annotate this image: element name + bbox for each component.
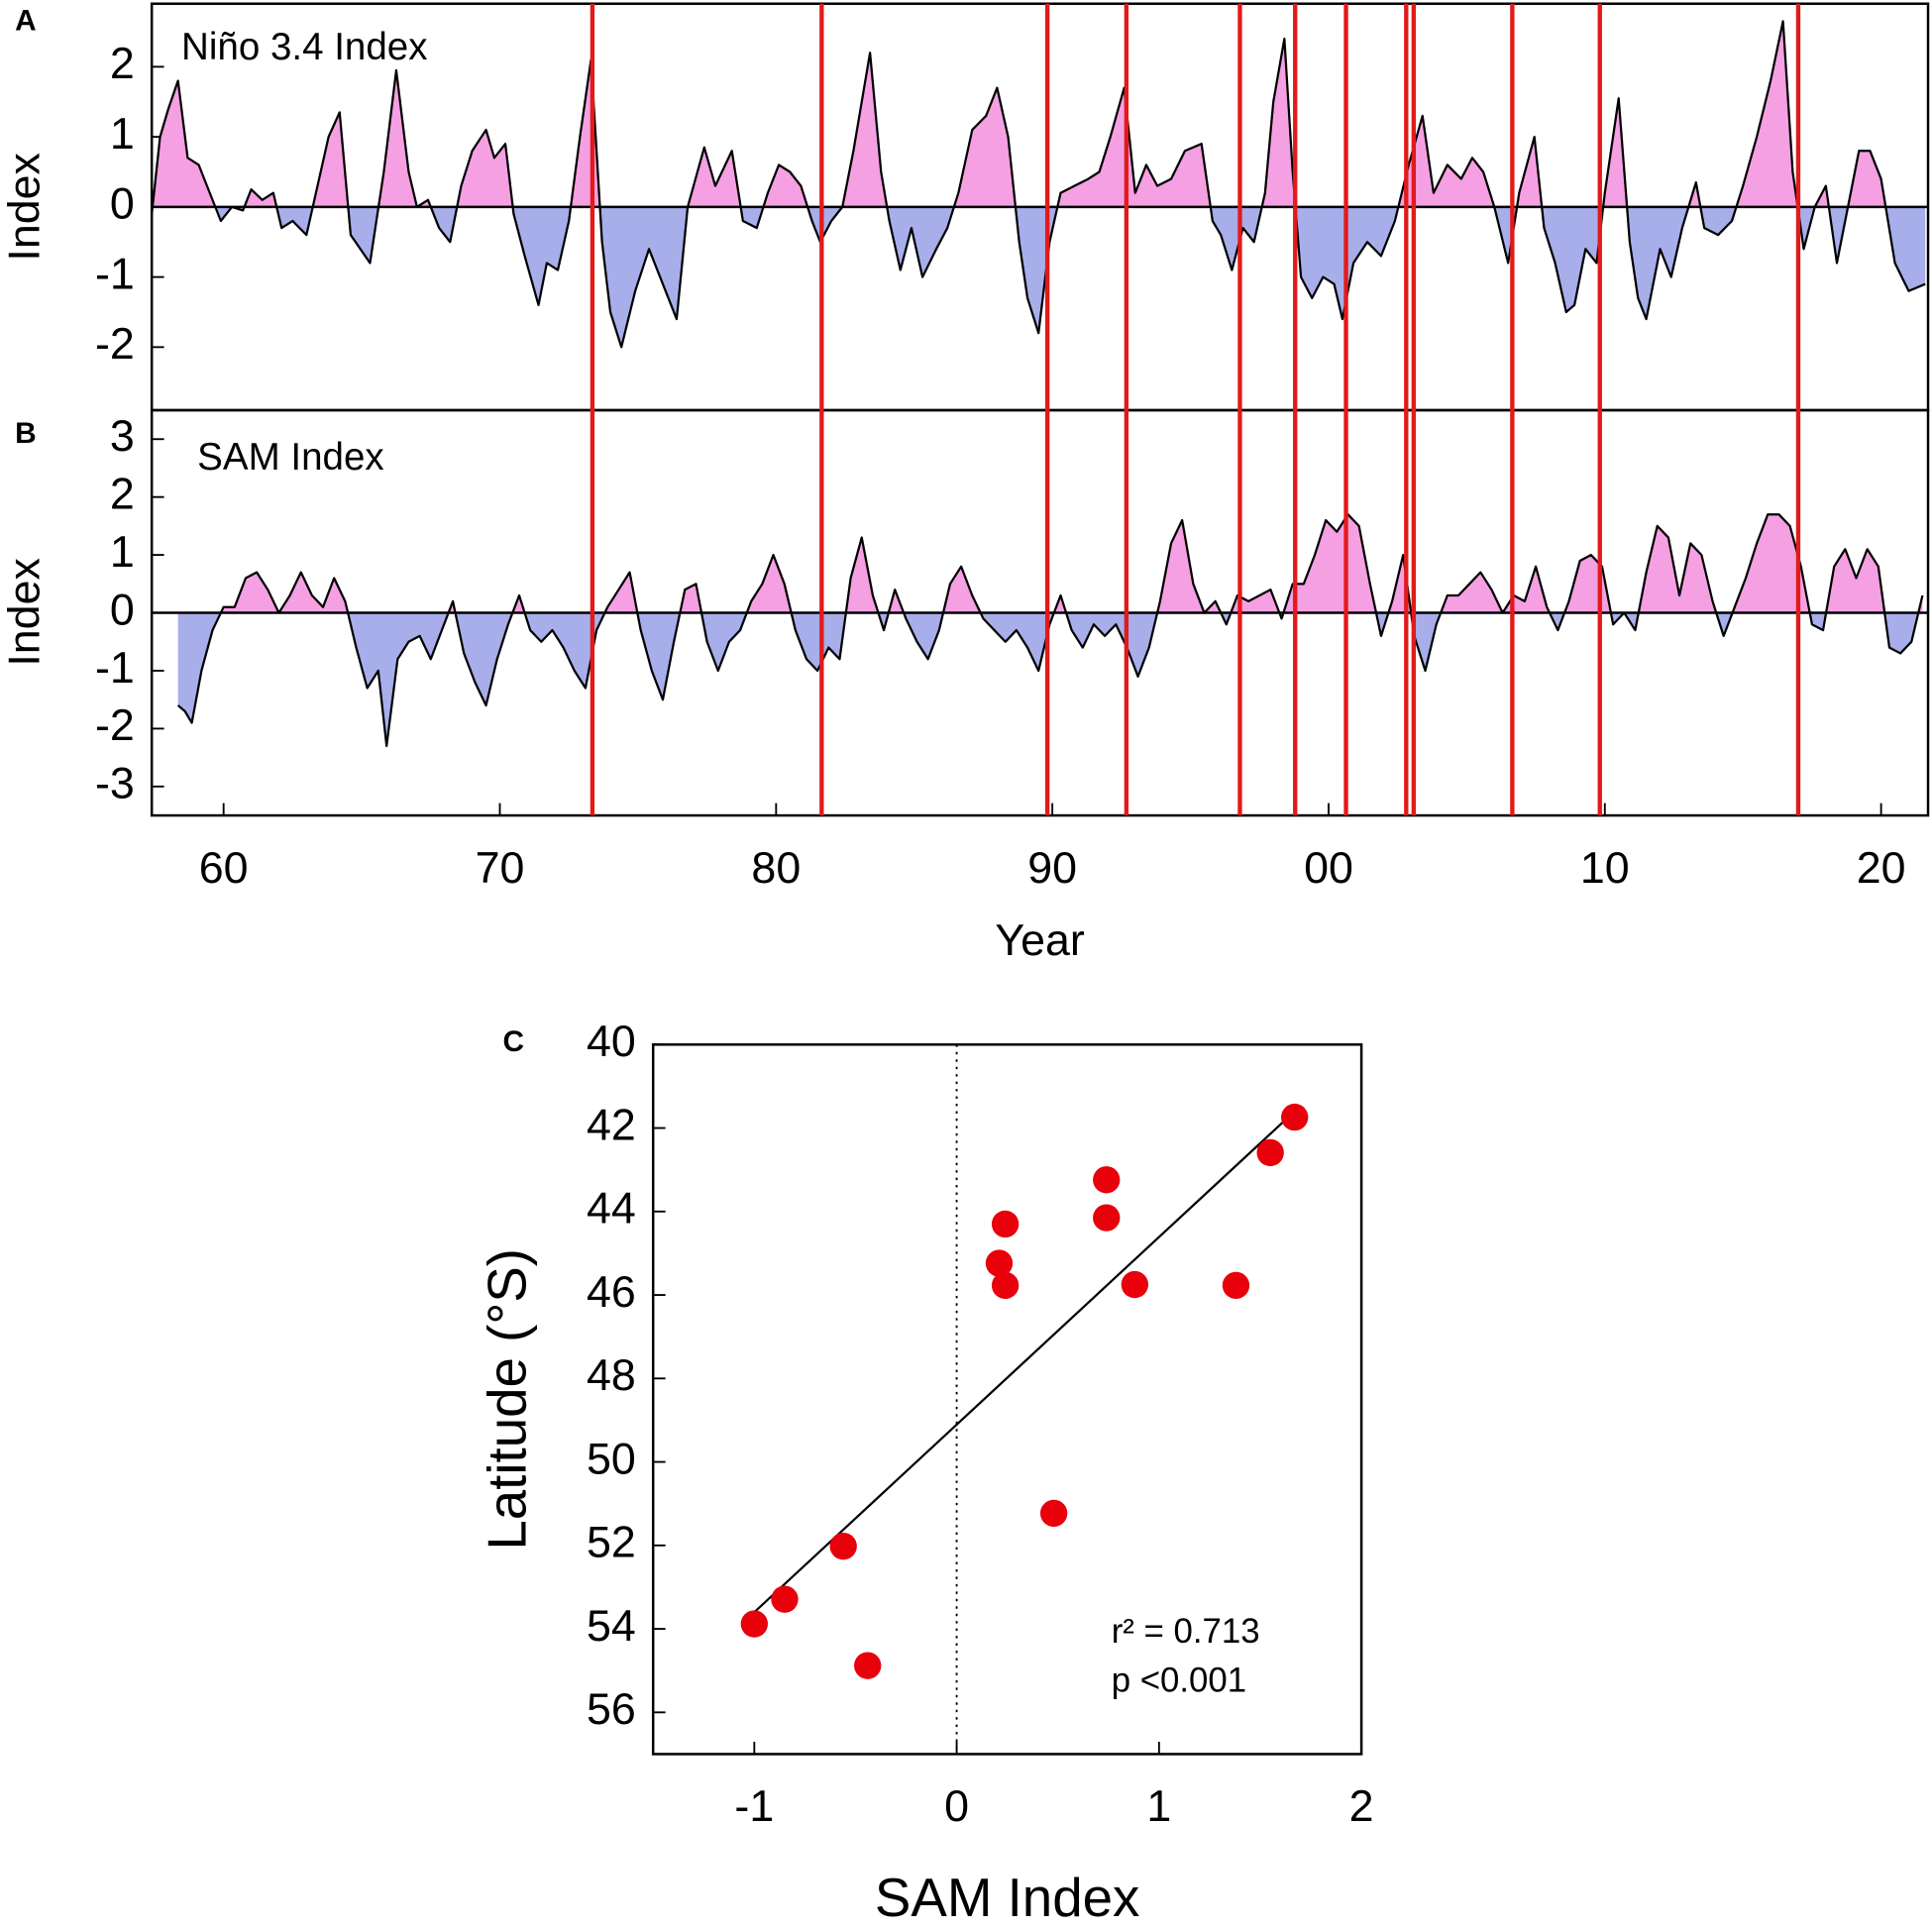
- data-point: [1281, 1103, 1309, 1131]
- y-tick-label: -2: [95, 700, 135, 750]
- data-point: [991, 1210, 1020, 1238]
- y-tick-label: 1: [110, 527, 135, 577]
- data-point: [1222, 1271, 1250, 1300]
- x-tick-label: 00: [1304, 843, 1353, 893]
- x-tick-label: 80: [751, 843, 801, 893]
- data-point: [985, 1249, 1014, 1277]
- y-tick-label: 52: [587, 1518, 636, 1567]
- y-tick-label: 0: [110, 179, 135, 229]
- x-tick-label: 70: [476, 843, 525, 893]
- data-point: [854, 1652, 882, 1679]
- x-axis-label: Year: [995, 915, 1085, 965]
- annotation: r² = 0.713: [1112, 1612, 1260, 1651]
- positive-area: [152, 21, 1926, 207]
- y-tick-label: 1: [110, 109, 135, 159]
- x-tick-label: 0: [944, 1781, 969, 1831]
- panel-label: B: [15, 417, 37, 450]
- panel-title: Niño 3.4 Index: [181, 26, 427, 68]
- y-tick-label: -1: [95, 643, 135, 693]
- negative-area: [152, 206, 1926, 348]
- annotation: p <0.001: [1112, 1661, 1246, 1700]
- index-line: [151, 20, 1926, 349]
- y-tick-label: -1: [95, 249, 135, 298]
- y-tick-label: 0: [110, 585, 135, 634]
- panel-title: SAM Index: [197, 436, 383, 479]
- data-point: [829, 1532, 857, 1560]
- y-tick-label: 42: [587, 1100, 636, 1149]
- y-tick-label: 2: [110, 469, 135, 518]
- x-tick-label: -1: [734, 1781, 774, 1831]
- data-point: [1093, 1204, 1121, 1232]
- x-tick-label: 10: [1580, 843, 1630, 893]
- data-point: [991, 1271, 1020, 1300]
- y-axis-label: Latitude (°S): [477, 1248, 538, 1551]
- y-axis-label: Index: [0, 558, 49, 666]
- y-tick-label: 46: [587, 1267, 636, 1317]
- data-point: [1093, 1166, 1121, 1194]
- x-tick-label: 1: [1146, 1781, 1171, 1831]
- data-point: [740, 1610, 769, 1638]
- data-point: [1039, 1499, 1068, 1528]
- plot-frame: [651, 1043, 1363, 1756]
- y-tick-label: 44: [587, 1184, 636, 1233]
- positive-area: [220, 514, 1923, 613]
- y-tick-label: 56: [587, 1684, 636, 1734]
- y-tick-label: -2: [95, 319, 135, 369]
- y-tick-label: -3: [95, 759, 135, 808]
- y-tick-label: 3: [110, 411, 135, 461]
- data-point: [771, 1585, 799, 1613]
- fit-line: [753, 1110, 1296, 1614]
- x-tick-label: 90: [1027, 843, 1077, 893]
- panel-label: C: [503, 1025, 525, 1058]
- negative-area: [177, 612, 1923, 746]
- y-tick-label: 50: [587, 1434, 636, 1483]
- panel-label: A: [15, 4, 37, 37]
- y-tick-label: 2: [110, 39, 135, 88]
- y-axis-label: Index: [0, 153, 49, 261]
- y-tick-label: 40: [587, 1017, 636, 1066]
- x-tick-label: 2: [1349, 1781, 1374, 1831]
- x-axis-label: SAM Index: [875, 1867, 1139, 1928]
- x-tick-label: 60: [199, 843, 249, 893]
- index-line: [176, 513, 1924, 748]
- data-point: [1256, 1138, 1284, 1167]
- plot-frame: [150, 408, 1930, 817]
- y-tick-label: 48: [587, 1350, 636, 1400]
- x-tick-label: 20: [1857, 843, 1906, 893]
- data-point: [1121, 1270, 1149, 1299]
- y-tick-label: 54: [587, 1601, 636, 1651]
